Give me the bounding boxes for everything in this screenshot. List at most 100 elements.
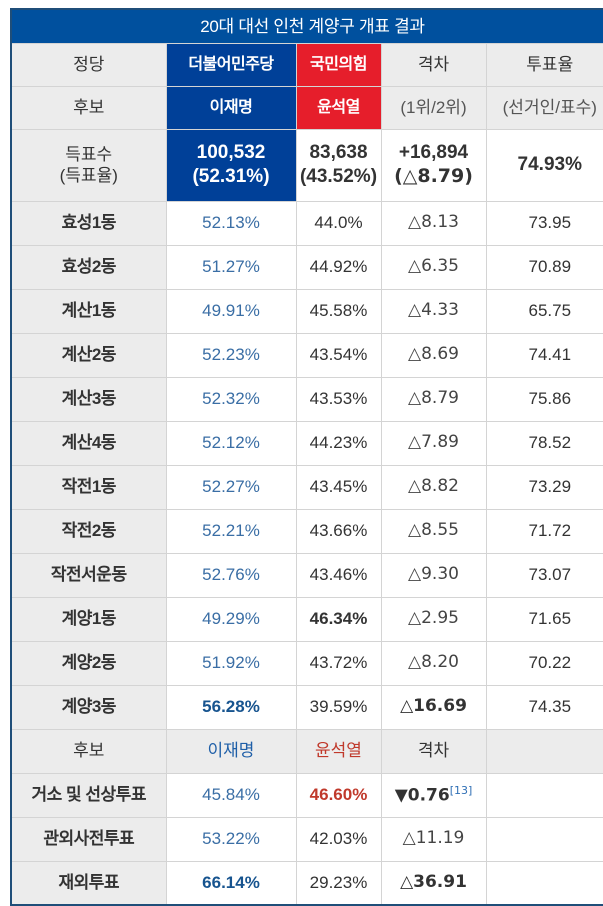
party-badge-democratic: 더불어민주당 xyxy=(166,43,296,86)
totals-label-line1: 득표수 xyxy=(65,144,113,164)
table-row: 작전2동 52.21% 43.66% △8.55 71.72 xyxy=(10,508,603,554)
table-row: 계양2동 51.92% 43.72% △8.20 70.22 xyxy=(10,640,603,686)
subheader-lee-name: 이재명 xyxy=(165,728,297,774)
district-yoon-pct: 43.72% xyxy=(295,640,382,686)
vote-method-name: 거소 및 선상투표 xyxy=(10,772,167,818)
district-gap: △6.35 xyxy=(380,244,487,290)
header-candidate-label: 후보 xyxy=(10,85,167,130)
table-row: 계산1동 49.91% 45.58% △4.33 65.75 xyxy=(10,288,603,334)
district-lee-pct: 52.13% xyxy=(165,200,297,246)
subheader-label: 후보 xyxy=(10,728,167,774)
subheader-row-candidate: 후보 이재명 윤석열 격차 xyxy=(10,728,603,774)
district-name: 작전서운동 xyxy=(10,552,167,598)
table-row: 계양3동 56.28% 39.59% △16.69 74.35 xyxy=(10,684,603,730)
district-yoon-pct: 43.45% xyxy=(295,464,382,510)
district-lee-pct: 52.23% xyxy=(165,332,297,378)
vote-method-turnout xyxy=(485,860,603,906)
district-lee-pct: 56.28% xyxy=(165,684,297,730)
district-lee-pct: 51.92% xyxy=(165,640,297,686)
district-turnout: 73.29 xyxy=(485,464,603,510)
district-name: 작전2동 xyxy=(10,508,167,554)
header-row-candidate: 후보 이재명 윤석열 (1위/2위) (선거인/표수) xyxy=(10,85,603,130)
vote-method-gap: △11.19 xyxy=(380,816,487,862)
totals-lee-votes: 100,532 xyxy=(196,142,266,164)
district-lee-pct: 49.91% xyxy=(165,288,297,334)
district-yoon-pct: 43.46% xyxy=(295,552,382,598)
district-gap: △8.20 xyxy=(380,640,487,686)
header-lee-name-cell: 이재명 xyxy=(165,85,297,130)
table-body: 20대 대선 인천 계양구 개표 결과 정당 더불어민주당 국민의힘 격차 투표… xyxy=(10,8,603,906)
table-row: 계산2동 52.23% 43.54% △8.69 74.41 xyxy=(10,332,603,378)
subheader-blank xyxy=(485,728,603,774)
totals-yoon-votes: 83,638 xyxy=(309,142,368,164)
title-row: 20대 대선 인천 계양구 개표 결과 xyxy=(10,8,603,44)
totals-lee-cell: 100,532 (52.31%) xyxy=(165,128,297,202)
district-yoon-pct: 43.53% xyxy=(295,376,382,422)
candidate-badge-yoon: 윤석열 xyxy=(296,86,381,129)
party-badge-ppp: 국민의힘 xyxy=(296,43,381,86)
table-row: 작전1동 52.27% 43.45% △8.82 73.29 xyxy=(10,464,603,510)
district-lee-pct: 52.21% xyxy=(165,508,297,554)
district-turnout: 74.41 xyxy=(485,332,603,378)
district-turnout: 65.75 xyxy=(485,288,603,334)
district-gap: △8.13 xyxy=(380,200,487,246)
header-party-label: 정당 xyxy=(10,42,167,87)
district-name: 계산2동 xyxy=(10,332,167,378)
table-row: 효성1동 52.13% 44.0% △8.13 73.95 xyxy=(10,200,603,246)
district-turnout: 71.72 xyxy=(485,508,603,554)
district-name: 작전1동 xyxy=(10,464,167,510)
district-lee-pct: 52.12% xyxy=(165,420,297,466)
vote-method-yoon-pct: 42.03% xyxy=(295,816,382,862)
district-gap: △16.69 xyxy=(380,684,487,730)
candidate-badge-lee: 이재명 xyxy=(166,86,296,129)
footnote-link[interactable]: [13] xyxy=(449,783,473,797)
district-turnout: 70.22 xyxy=(485,640,603,686)
district-yoon-pct: 43.66% xyxy=(295,508,382,554)
district-gap: △7.89 xyxy=(380,420,487,466)
page-container: 20대 대선 인천 계양구 개표 결과 정당 더불어민주당 국민의힘 격차 투표… xyxy=(10,8,603,906)
totals-label-line2: (득표율) xyxy=(59,166,118,185)
header-gap-label: 격차 xyxy=(380,42,487,87)
district-yoon-pct: 44.0% xyxy=(295,200,382,246)
vote-method-gap: ▼0.76[13] xyxy=(380,772,487,818)
table-row: 효성2동 51.27% 44.92% △6.35 70.89 xyxy=(10,244,603,290)
table-row: 계산3동 52.32% 43.53% △8.79 75.86 xyxy=(10,376,603,422)
table-row: 거소 및 선상투표 45.84% 46.60% ▼0.76[13] xyxy=(10,772,603,818)
totals-lee-pct: (52.31%) xyxy=(192,166,270,187)
district-name: 계양2동 xyxy=(10,640,167,686)
vote-method-yoon-pct: 29.23% xyxy=(295,860,382,906)
table-row: 관외사전투표 53.22% 42.03% △11.19 xyxy=(10,816,603,862)
vote-method-name: 관외사전투표 xyxy=(10,816,167,862)
totals-yoon-pct: (43.52%) xyxy=(299,166,378,187)
district-name: 계산1동 xyxy=(10,288,167,334)
district-turnout: 74.35 xyxy=(485,684,603,730)
district-gap: △2.95 xyxy=(380,596,487,642)
vote-method-lee-pct: 66.14% xyxy=(165,860,297,906)
vote-method-turnout xyxy=(485,816,603,862)
vote-method-gap: △36.91 xyxy=(380,860,487,906)
vote-method-turnout xyxy=(485,772,603,818)
district-lee-pct: 52.76% xyxy=(165,552,297,598)
table-row: 재외투표 66.14% 29.23% △36.91 xyxy=(10,860,603,906)
district-turnout: 73.95 xyxy=(485,200,603,246)
election-results-table: 20대 대선 인천 계양구 개표 결과 정당 더불어민주당 국민의힘 격차 투표… xyxy=(10,8,603,906)
district-gap: △8.82 xyxy=(380,464,487,510)
district-gap: △8.69 xyxy=(380,332,487,378)
subheader-gap: 격차 xyxy=(380,728,487,774)
district-gap: △8.55 xyxy=(380,508,487,554)
district-gap: △8.79 xyxy=(380,376,487,422)
header-row-party: 정당 더불어민주당 국민의힘 격차 투표율 xyxy=(10,42,603,87)
header-turnout-note: (선거인/표수) xyxy=(485,85,603,130)
totals-gap-pct: (△8.79) xyxy=(394,165,473,187)
district-yoon-pct: 44.23% xyxy=(295,420,382,466)
district-name: 효성1동 xyxy=(10,200,167,246)
district-turnout: 73.07 xyxy=(485,552,603,598)
vote-method-lee-pct: 45.84% xyxy=(165,772,297,818)
district-yoon-pct: 39.59% xyxy=(295,684,382,730)
subheader-yoon-name: 윤석열 xyxy=(295,728,382,774)
district-yoon-pct: 46.34% xyxy=(295,596,382,642)
header-yoon-party-cell: 국민의힘 xyxy=(295,42,382,87)
table-row: 계산4동 52.12% 44.23% △7.89 78.52 xyxy=(10,420,603,466)
header-yoon-name-cell: 윤석열 xyxy=(295,85,382,130)
vote-method-yoon-pct: 46.60% xyxy=(295,772,382,818)
